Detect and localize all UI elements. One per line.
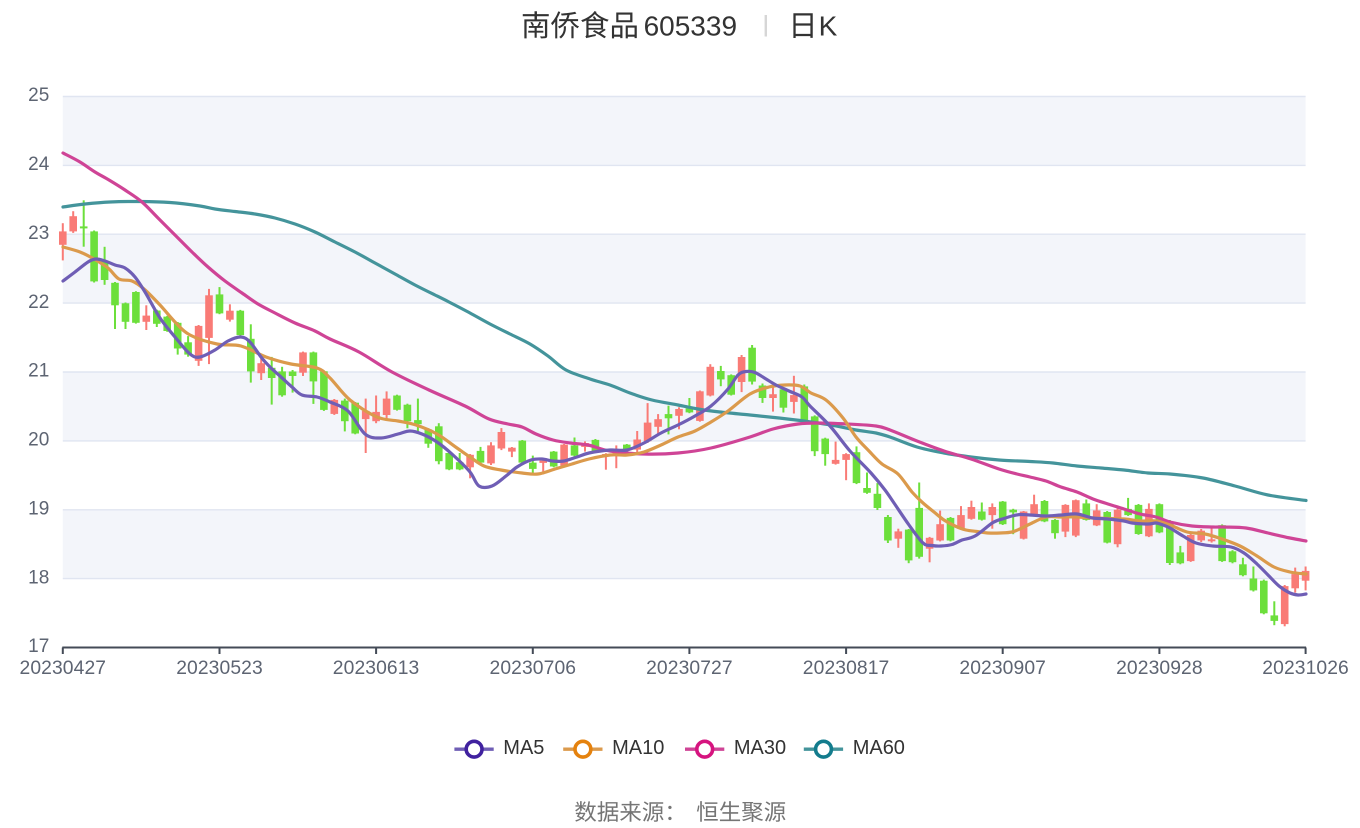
svg-text:20230727: 20230727 xyxy=(646,658,733,679)
svg-text:20230706: 20230706 xyxy=(490,658,577,679)
svg-text:17: 17 xyxy=(28,636,49,657)
svg-text:MA5: MA5 xyxy=(503,737,544,759)
svg-text:20230907: 20230907 xyxy=(959,658,1046,679)
svg-text:20230427: 20230427 xyxy=(20,658,107,679)
svg-text:22: 22 xyxy=(28,292,49,313)
svg-text:23: 23 xyxy=(28,223,49,244)
svg-text:20230613: 20230613 xyxy=(333,658,420,679)
svg-text:20: 20 xyxy=(28,430,49,451)
svg-text:20231026: 20231026 xyxy=(1262,658,1349,679)
svg-text:K: K xyxy=(819,11,838,42)
svg-text:21: 21 xyxy=(28,361,49,382)
svg-text:25: 25 xyxy=(28,85,49,106)
svg-text:24: 24 xyxy=(28,154,50,175)
svg-text:20230928: 20230928 xyxy=(1116,658,1203,679)
svg-text:MA60: MA60 xyxy=(853,737,905,759)
svg-text:19: 19 xyxy=(28,499,49,520)
svg-text:20230817: 20230817 xyxy=(803,658,890,679)
svg-text:MA10: MA10 xyxy=(612,737,664,759)
svg-text:18: 18 xyxy=(28,567,49,588)
svg-text:605339: 605339 xyxy=(644,11,737,42)
svg-text:20230523: 20230523 xyxy=(176,658,263,679)
svg-text:MA30: MA30 xyxy=(734,737,786,759)
